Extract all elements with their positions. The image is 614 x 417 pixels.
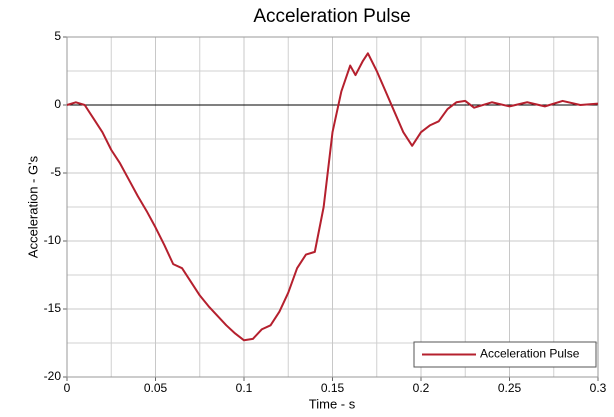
y-tick-label: 0 bbox=[54, 97, 61, 111]
chart-title: Acceleration Pulse bbox=[253, 6, 410, 27]
y-tick-label: -10 bbox=[44, 233, 62, 247]
x-tick-label: 0.05 bbox=[144, 381, 168, 395]
x-tick-label: 0.2 bbox=[413, 381, 430, 395]
plot-border bbox=[66, 36, 599, 378]
y-tick-label: -15 bbox=[44, 301, 62, 315]
x-tick-label: 0.3 bbox=[590, 381, 607, 395]
x-tick-label: 0.25 bbox=[498, 381, 522, 395]
x-axis-label: Time - s bbox=[309, 396, 356, 411]
legend-box bbox=[413, 341, 597, 368]
y-axis-label: Acceleration - G's bbox=[25, 155, 40, 258]
y-tick-label: -20 bbox=[44, 369, 62, 383]
data-line bbox=[66, 52, 599, 342]
x-tick-label: 0.1 bbox=[236, 381, 253, 395]
x-tick-label: 0 bbox=[64, 381, 71, 395]
y-tick-label: -5 bbox=[50, 165, 61, 179]
y-tick-label: 5 bbox=[54, 29, 61, 43]
x-tick-label: 0.15 bbox=[321, 381, 345, 395]
legend-label: Acceleration Pulse bbox=[480, 347, 580, 361]
